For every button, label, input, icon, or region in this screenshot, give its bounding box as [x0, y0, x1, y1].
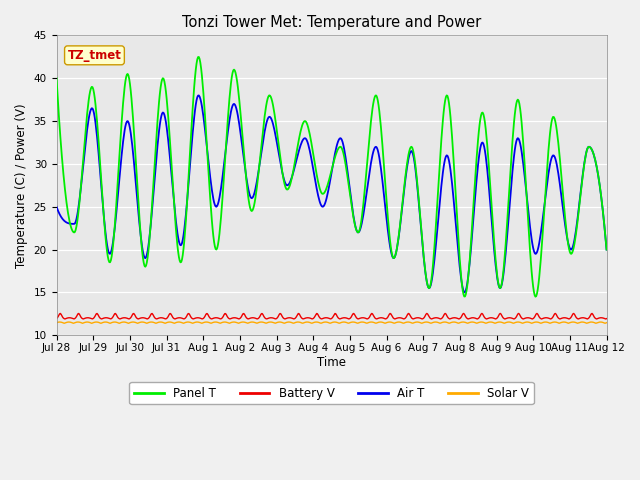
Text: TZ_tmet: TZ_tmet	[68, 49, 122, 62]
Legend: Panel T, Battery V, Air T, Solar V: Panel T, Battery V, Air T, Solar V	[129, 382, 534, 404]
X-axis label: Time: Time	[317, 356, 346, 369]
Title: Tonzi Tower Met: Temperature and Power: Tonzi Tower Met: Temperature and Power	[182, 15, 481, 30]
Y-axis label: Temperature (C) / Power (V): Temperature (C) / Power (V)	[15, 103, 28, 268]
